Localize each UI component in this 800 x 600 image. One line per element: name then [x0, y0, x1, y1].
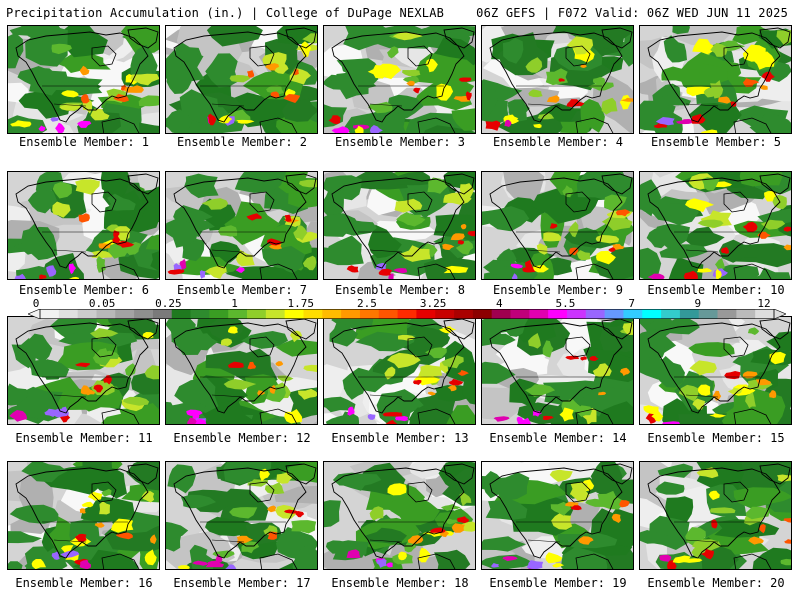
colorbar-swatch — [548, 309, 568, 319]
colorbar-swatch — [416, 309, 436, 319]
colorbar-swatch — [378, 309, 398, 319]
ensemble-member-map — [639, 171, 792, 280]
ensemble-member-map — [7, 316, 160, 425]
model-run-info: 06Z GEFS | F072 Valid: 06Z WED JUN 11 20… — [476, 6, 788, 20]
colorbar-swatch — [96, 309, 116, 319]
ensemble-member-label: Ensemble Member: 4 — [492, 135, 624, 149]
ensemble-member-map — [323, 25, 476, 134]
map-title: Precipitation Accumulation (in.) | Colle… — [6, 6, 445, 20]
ensemble-member-map — [165, 25, 318, 134]
colorbar-swatch — [642, 309, 662, 319]
colorbar-swatch — [284, 309, 304, 319]
ensemble-member-label: Ensemble Member: 14 — [489, 431, 627, 445]
colorbar-swatch — [341, 309, 361, 319]
ensemble-member-map — [165, 171, 318, 280]
ensemble-member-label: Ensemble Member: 7 — [176, 283, 308, 297]
colorbar-swatch — [661, 309, 681, 319]
colorbar-swatch — [190, 309, 210, 319]
colorbar-swatch — [359, 309, 380, 319]
ensemble-member-map — [481, 316, 634, 425]
colorbar-swatch — [152, 309, 173, 319]
colorbar-swatch — [171, 309, 191, 319]
colorbar-tick-label: 7 — [628, 297, 635, 310]
ensemble-member-label: Ensemble Member: 17 — [173, 576, 311, 590]
colorbar-swatch — [736, 309, 756, 319]
ensemble-member-map — [481, 25, 634, 134]
colorbar-swatch — [265, 309, 286, 319]
colorbar-swatch — [454, 309, 474, 319]
colorbar-swatch — [247, 309, 267, 319]
ensemble-member-label: Ensemble Member: 11 — [15, 431, 153, 445]
colorbar-tick-label: 1.75 — [287, 297, 314, 310]
colorbar-swatch — [40, 309, 60, 319]
ensemble-member-label: Ensemble Member: 8 — [334, 283, 466, 297]
colorbar-tick-label: 2.5 — [356, 297, 377, 310]
colorbar-tick-label: 1 — [231, 297, 238, 310]
ensemble-member-map — [639, 316, 792, 425]
ensemble-member-label: Ensemble Member: 16 — [15, 576, 153, 590]
colorbar-swatch — [717, 309, 737, 319]
colorbar-swatch — [604, 309, 624, 319]
ensemble-member-map — [639, 461, 792, 570]
ensemble-member-label: Ensemble Member: 19 — [489, 576, 627, 590]
ensemble-member-label: Ensemble Member: 18 — [331, 576, 469, 590]
colorbar-swatch — [303, 309, 323, 319]
ensemble-member-map — [323, 316, 476, 425]
ensemble-member-label: Ensemble Member: 9 — [492, 283, 624, 297]
colorbar-swatch — [77, 309, 97, 319]
ensemble-member-label: Ensemble Member: 5 — [650, 135, 782, 149]
colorbar-swatch — [698, 309, 718, 319]
colorbar-swatch — [623, 309, 643, 319]
colorbar-swatch — [397, 309, 417, 319]
colorbar-swatch — [228, 309, 248, 319]
colorbar-swatch — [472, 309, 493, 319]
ensemble-member-label: Ensemble Member: 15 — [647, 431, 785, 445]
colorbar-swatch — [134, 309, 154, 319]
colorbar-tick-label: 4 — [495, 297, 503, 310]
colorbar-swatch — [322, 309, 342, 319]
colorbar-swatch — [585, 309, 606, 319]
colorbar-tick-label: 12 — [757, 297, 771, 310]
ensemble-member-label: Ensemble Member: 10 — [647, 283, 785, 297]
ensemble-member-map — [481, 171, 634, 280]
colorbar-swatch — [491, 309, 511, 319]
colorbar-tick-label: 0 — [32, 297, 40, 310]
colorbar-swatch — [679, 309, 700, 319]
ensemble-member-map — [639, 25, 792, 134]
ensemble-member-label: Ensemble Member: 20 — [647, 576, 785, 590]
ensemble-member-label: Ensemble Member: 1 — [18, 135, 150, 149]
ensemble-member-map — [165, 316, 318, 425]
ensemble-member-label: Ensemble Member: 2 — [176, 135, 308, 149]
colorbar-swatch — [566, 309, 587, 319]
ensemble-member-map — [323, 461, 476, 570]
colorbar-swatch — [755, 309, 775, 319]
ensemble-member-map — [7, 461, 160, 570]
colorbar-swatch — [209, 309, 229, 319]
ensemble-member-map — [165, 461, 318, 570]
ensemble-member-map — [7, 25, 160, 134]
ensemble-member-map — [7, 171, 160, 280]
precip-colorbar — [28, 309, 786, 319]
colorbar-swatch — [529, 309, 549, 319]
ensemble-member-map — [481, 461, 634, 570]
colorbar-tick-label: 0.05 — [88, 297, 116, 310]
ensemble-member-label: Ensemble Member: 12 — [173, 431, 311, 445]
colorbar-tick-label: 5.5 — [555, 297, 576, 310]
colorbar-swatch — [115, 309, 135, 319]
ensemble-member-label: Ensemble Member: 6 — [18, 283, 150, 297]
colorbar-tick-label: 3.25 — [419, 297, 447, 310]
ensemble-member-label: Ensemble Member: 3 — [334, 135, 466, 149]
colorbar-swatch — [435, 309, 455, 319]
ensemble-member-map — [323, 171, 476, 280]
colorbar-tick-label: 9 — [694, 297, 702, 310]
colorbar-swatch — [58, 309, 79, 319]
colorbar-tick-label: 0.25 — [155, 297, 182, 310]
ensemble-member-label: Ensemble Member: 13 — [331, 431, 469, 445]
colorbar-swatch — [510, 309, 530, 319]
